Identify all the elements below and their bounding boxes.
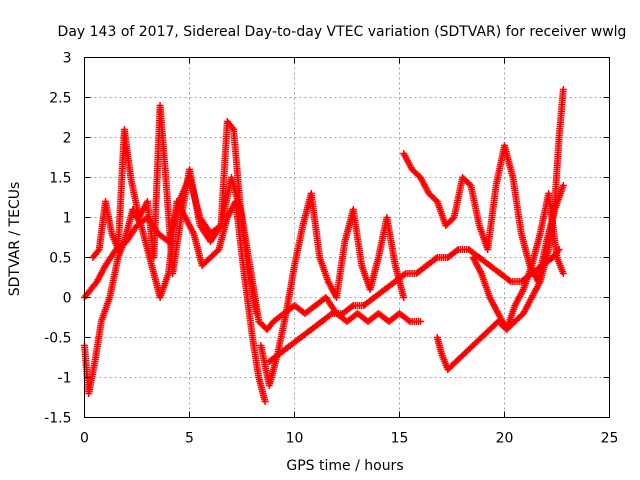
series-6 [400, 142, 567, 285]
x-tick-label: 25 [601, 431, 619, 447]
plus-marker [400, 271, 408, 279]
plus-marker [327, 311, 335, 319]
x-tick-label: 10 [286, 431, 304, 447]
plus-marker [432, 255, 440, 263]
y-tick-label: 1 [63, 211, 72, 227]
x-axis-label: GPS time / hours [286, 458, 403, 474]
plus-marker [559, 270, 567, 277]
y-axis-label: SDTVAR / TECUs [7, 182, 23, 297]
series-8 [469, 190, 567, 333]
plus-marker [453, 247, 461, 255]
plot-frame [84, 57, 610, 418]
y-tick-label: 3 [63, 51, 72, 67]
plus-marker [405, 316, 412, 324]
plus-marker [559, 182, 567, 189]
x-tick-label: 0 [80, 431, 89, 447]
y-tick-label: -1.5 [44, 411, 71, 427]
plus-marker [505, 276, 513, 284]
data-marks [81, 86, 567, 405]
series-4 [257, 190, 408, 389]
y-tick-label: 2 [63, 131, 72, 147]
plus-marker [417, 318, 424, 325]
plus-marker [348, 303, 356, 311]
y-tick-label: 0 [63, 291, 72, 307]
y-axis-ticks: -1.5 -1 -0.5 0 0.5 1 1.5 2 2.5 3 [44, 51, 610, 427]
y-tick-label: -1 [58, 371, 72, 387]
plus-marker [253, 310, 261, 317]
series-7 [433, 86, 567, 373]
plus-marker [261, 398, 269, 405]
chart-title: Day 143 of 2017, Sidereal Day-to-day VTE… [58, 24, 627, 40]
plus-marker [400, 294, 408, 301]
x-axis-ticks: 0 5 10 15 20 25 [80, 57, 619, 447]
x-tick-label: 5 [185, 431, 194, 447]
plus-marker [559, 86, 567, 93]
series-3 [89, 102, 261, 317]
series-2 [81, 198, 269, 405]
gridlines [84, 57, 610, 418]
y-tick-label: -0.5 [44, 331, 71, 347]
x-tick-label: 15 [391, 431, 409, 447]
y-tick-label: 1.5 [49, 171, 71, 187]
y-tick-label: 2.5 [49, 91, 71, 107]
y-tick-label: 0.5 [49, 251, 71, 267]
x-tick-label: 20 [496, 431, 514, 447]
